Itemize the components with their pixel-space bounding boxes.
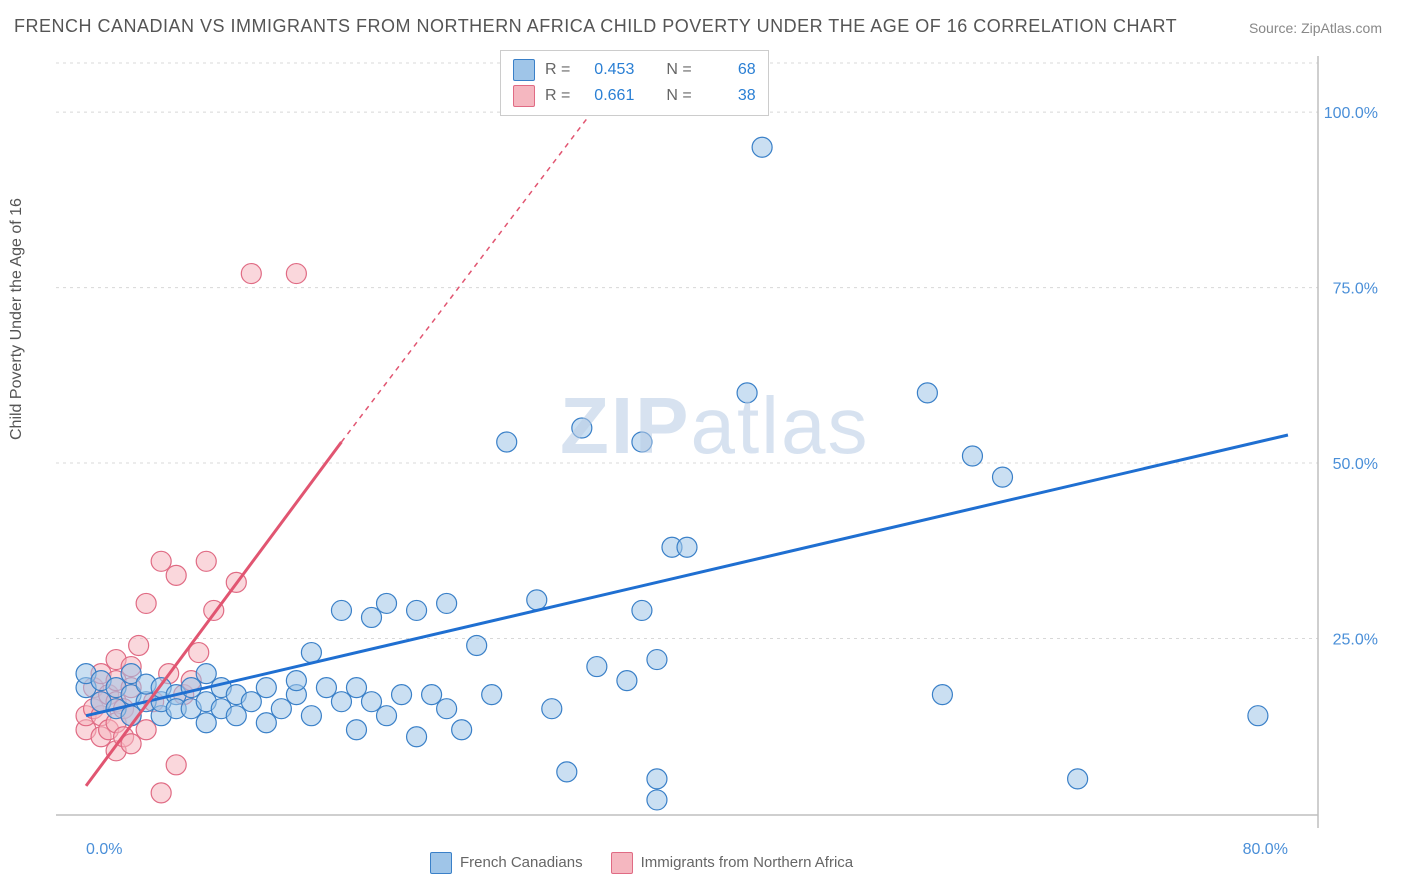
point-blue bbox=[962, 446, 982, 466]
point-pink bbox=[241, 264, 261, 284]
point-blue bbox=[572, 418, 592, 438]
point-pink bbox=[166, 755, 186, 775]
point-blue bbox=[301, 706, 321, 726]
point-pink bbox=[196, 551, 216, 571]
point-blue bbox=[557, 762, 577, 782]
point-blue bbox=[917, 383, 937, 403]
chart-title: FRENCH CANADIAN VS IMMIGRANTS FROM NORTH… bbox=[14, 16, 1177, 37]
point-blue bbox=[617, 671, 637, 691]
trendline-blue bbox=[86, 435, 1288, 716]
point-pink bbox=[151, 551, 171, 571]
point-blue bbox=[196, 664, 216, 684]
point-blue bbox=[346, 678, 366, 698]
point-blue bbox=[647, 769, 667, 789]
n-label: N = bbox=[666, 87, 691, 105]
r-label: R = bbox=[545, 87, 570, 105]
y-tick-label: 75.0% bbox=[1333, 281, 1378, 298]
y-tick-label: 25.0% bbox=[1333, 632, 1378, 649]
point-blue bbox=[346, 720, 366, 740]
point-pink bbox=[129, 636, 149, 656]
r-value: 0.453 bbox=[580, 61, 634, 79]
source-label: Source: ZipAtlas.com bbox=[1249, 20, 1382, 36]
point-blue bbox=[286, 671, 306, 691]
n-label: N = bbox=[666, 61, 691, 79]
point-blue bbox=[932, 685, 952, 705]
series-legend: French Canadians Immigrants from Northern… bbox=[430, 852, 853, 874]
point-pink bbox=[166, 565, 186, 585]
point-blue bbox=[226, 706, 246, 726]
point-blue bbox=[632, 432, 652, 452]
point-blue bbox=[362, 607, 382, 627]
x-tick-label: 80.0% bbox=[1243, 841, 1288, 858]
point-pink bbox=[136, 593, 156, 613]
point-pink bbox=[286, 264, 306, 284]
point-blue bbox=[437, 699, 457, 719]
point-blue bbox=[407, 727, 427, 747]
point-blue bbox=[752, 137, 772, 157]
point-blue bbox=[1068, 769, 1088, 789]
legend-swatch bbox=[611, 852, 633, 874]
point-blue bbox=[467, 636, 487, 656]
point-blue bbox=[256, 713, 276, 733]
point-blue bbox=[737, 383, 757, 403]
scatter-chart: 25.0% 50.0% 75.0% 100.0% 0.0% 80.0% bbox=[48, 48, 1388, 868]
point-blue bbox=[452, 720, 472, 740]
point-blue bbox=[196, 713, 216, 733]
point-blue bbox=[407, 600, 427, 620]
point-blue bbox=[316, 678, 336, 698]
point-blue bbox=[587, 657, 607, 677]
point-blue bbox=[256, 678, 276, 698]
y-axis-label: Child Poverty Under the Age of 16 bbox=[8, 198, 26, 440]
legend-label: Immigrants from Northern Africa bbox=[641, 854, 854, 871]
correlation-legend: R = 0.453 N = 68 R = 0.661 N = 38 bbox=[500, 50, 769, 116]
n-value: 38 bbox=[702, 87, 756, 105]
point-blue bbox=[677, 537, 697, 557]
point-pink bbox=[136, 720, 156, 740]
source-prefix: Source: bbox=[1249, 20, 1301, 36]
y-tick-label: 50.0% bbox=[1333, 456, 1378, 473]
point-blue bbox=[331, 600, 351, 620]
legend-row: R = 0.661 N = 38 bbox=[513, 83, 756, 109]
point-blue bbox=[527, 590, 547, 610]
point-blue bbox=[647, 790, 667, 810]
point-blue bbox=[377, 706, 397, 726]
r-value: 0.661 bbox=[580, 87, 634, 105]
y-tick-label: 100.0% bbox=[1324, 105, 1378, 122]
legend-item: French Canadians bbox=[430, 852, 583, 874]
point-blue bbox=[993, 467, 1013, 487]
legend-item: Immigrants from Northern Africa bbox=[611, 852, 854, 874]
legend-row: R = 0.453 N = 68 bbox=[513, 57, 756, 83]
point-blue bbox=[482, 685, 502, 705]
legend-swatch bbox=[430, 852, 452, 874]
point-blue bbox=[181, 678, 201, 698]
point-blue bbox=[362, 692, 382, 712]
r-label: R = bbox=[545, 61, 570, 79]
source-link[interactable]: ZipAtlas.com bbox=[1301, 20, 1382, 36]
point-blue bbox=[241, 692, 261, 712]
point-blue bbox=[1248, 706, 1268, 726]
point-blue bbox=[632, 600, 652, 620]
x-tick-label: 0.0% bbox=[86, 841, 122, 858]
point-blue bbox=[542, 699, 562, 719]
legend-swatch bbox=[513, 85, 535, 107]
point-blue bbox=[437, 593, 457, 613]
n-value: 68 bbox=[702, 61, 756, 79]
legend-swatch bbox=[513, 59, 535, 81]
point-blue bbox=[422, 685, 442, 705]
point-blue bbox=[392, 685, 412, 705]
point-blue bbox=[331, 692, 351, 712]
point-blue bbox=[271, 699, 291, 719]
point-pink bbox=[151, 783, 171, 803]
legend-label: French Canadians bbox=[460, 854, 583, 871]
trendline-pink bbox=[86, 442, 341, 786]
point-blue bbox=[377, 593, 397, 613]
point-blue bbox=[497, 432, 517, 452]
point-blue bbox=[301, 643, 321, 663]
point-blue bbox=[647, 650, 667, 670]
